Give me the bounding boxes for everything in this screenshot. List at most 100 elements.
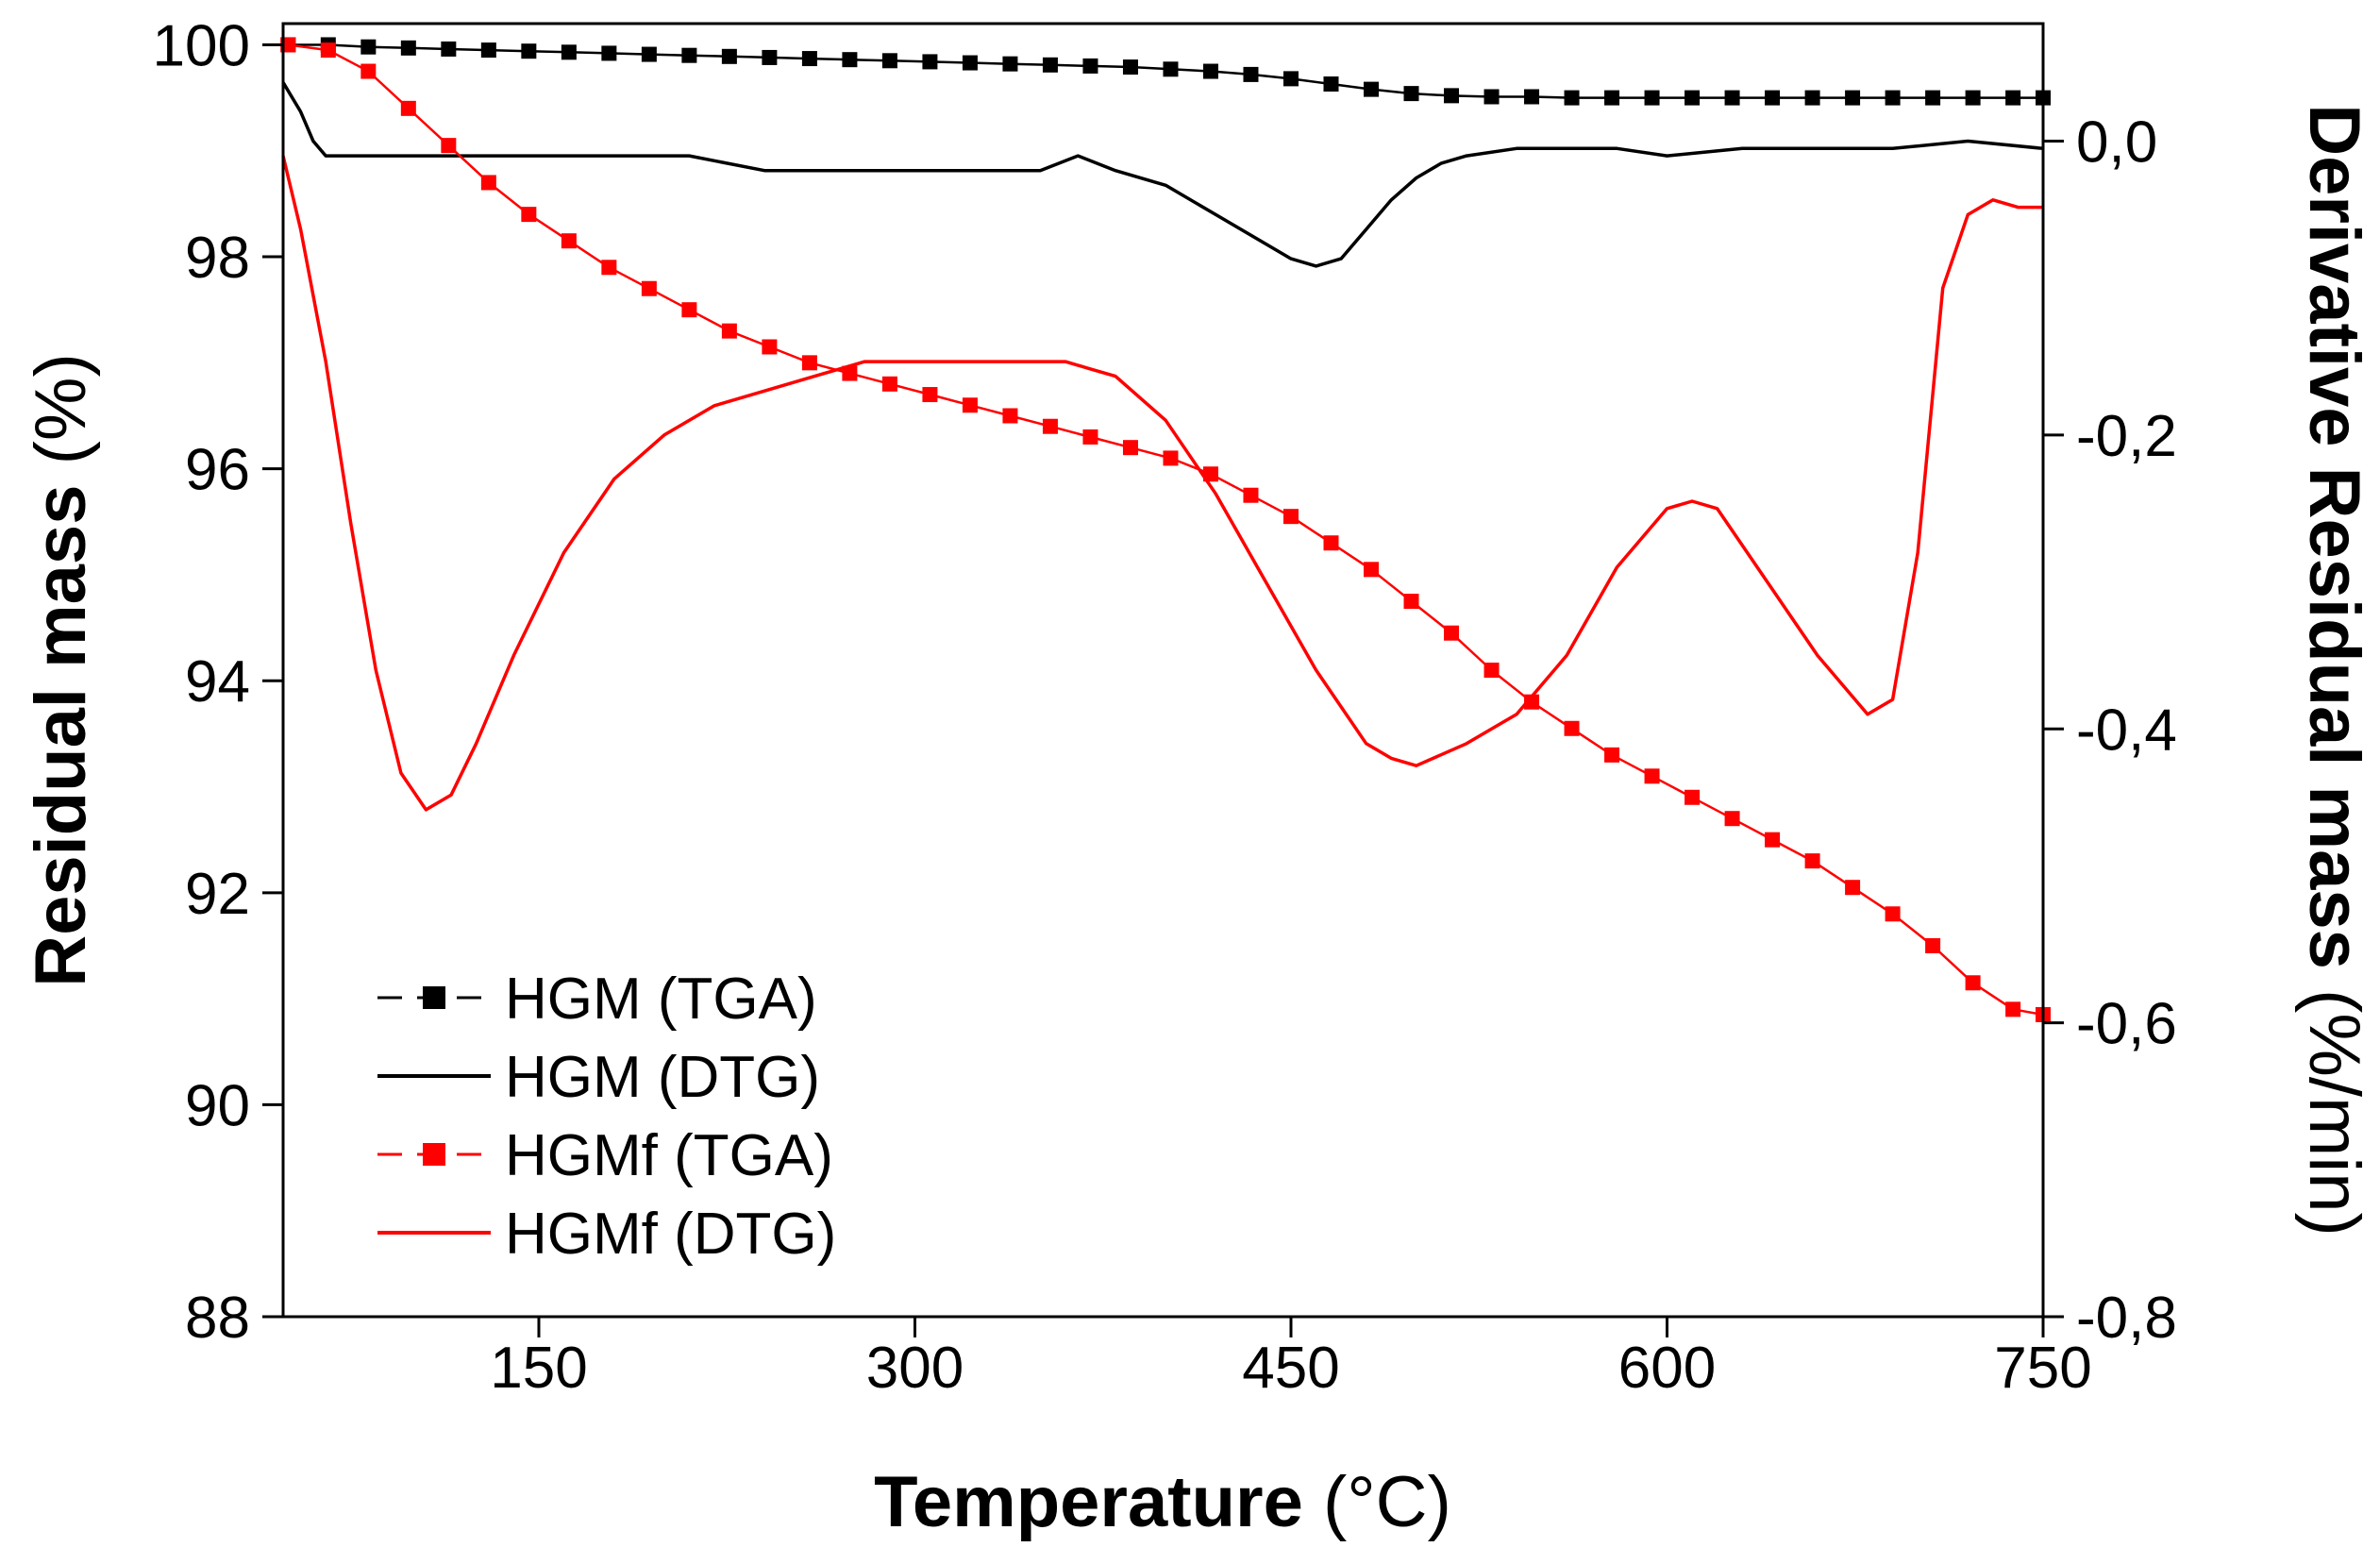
data-point-hgm-tga xyxy=(681,47,697,63)
x-axis-title: Temperature (°C) xyxy=(874,1462,1451,1542)
data-point-hgm-tga xyxy=(441,41,457,57)
y-right-tick-label: -0,6 xyxy=(2076,992,2177,1057)
data-point-hgm-tga xyxy=(762,49,778,65)
data-point-hgmf-tga xyxy=(1323,535,1339,551)
data-point-hgmf-tga xyxy=(320,42,336,59)
y-right-axis-title-main: Derivative Residual mass xyxy=(2294,104,2374,969)
data-point-hgm-tga xyxy=(1885,90,1901,106)
data-point-hgm-tga xyxy=(1804,90,1820,106)
x-tick-label: 450 xyxy=(1242,1336,1339,1401)
y-left-tick-label: 98 xyxy=(185,226,250,291)
data-point-hgmf-tga xyxy=(400,100,416,116)
tick-layer: 150 300 450 600 750 88 90 92 94 96 98 100 0,0 -0,2 -0,… xyxy=(153,13,2177,1401)
y-left-tick-label: 90 xyxy=(185,1073,250,1138)
data-point-hgm-tga xyxy=(1323,76,1339,92)
data-point-hgmf-tga xyxy=(1524,694,1540,710)
data-point-hgmf-tga xyxy=(1444,625,1460,641)
data-point-hgm-tga xyxy=(1163,61,1179,77)
y-left-tick-label: 88 xyxy=(185,1286,250,1351)
y-right-tick-label: -0,4 xyxy=(2076,698,2177,763)
data-point-hgm-tga xyxy=(1002,56,1018,72)
legend-label: HGMf (DTG) xyxy=(505,1202,836,1267)
data-point-hgmf-tga xyxy=(762,339,778,355)
legend-swatch-marker xyxy=(423,1143,445,1166)
x-tick-label: 150 xyxy=(490,1336,587,1401)
y-left-axis-title-main: Residual mass xyxy=(21,485,101,987)
data-point-hgm-tga xyxy=(1403,86,1419,102)
data-point-hgmf-tga xyxy=(521,207,537,223)
data-point-hgm-tga xyxy=(1644,90,1660,106)
data-point-hgm-tga xyxy=(1845,90,1861,106)
data-point-hgm-tga xyxy=(1444,88,1460,104)
data-point-hgm-tga xyxy=(1202,63,1218,79)
data-point-hgmf-tga xyxy=(1483,663,1500,678)
data-point-hgm-tga xyxy=(480,42,496,59)
y-right-tick-label: 0,0 xyxy=(2076,110,2157,176)
data-point-hgmf-tga xyxy=(681,302,697,318)
data-point-hgmf-tga xyxy=(1243,487,1259,503)
legend-item: HGM (TGA) xyxy=(377,967,817,1032)
y-left-axis-title-unit: (%) xyxy=(21,353,101,464)
data-point-hgmf-tga xyxy=(1163,450,1179,466)
data-point-hgmf-tga xyxy=(1282,509,1299,525)
legend-swatch-marker xyxy=(423,986,445,1009)
legend-label: HGM (TGA) xyxy=(505,967,817,1032)
x-tick-label: 750 xyxy=(1994,1336,2091,1401)
legend-label: HGMf (TGA) xyxy=(505,1123,833,1188)
data-point-hgmf-tga xyxy=(1765,832,1781,848)
data-point-hgm-tga xyxy=(881,53,897,69)
data-point-hgmf-tga xyxy=(1002,408,1018,424)
y-left-tick-label: 92 xyxy=(185,862,250,927)
data-point-hgm-tga xyxy=(601,45,617,61)
data-point-hgmf-tga xyxy=(1202,466,1218,482)
data-point-hgm-tga xyxy=(1684,90,1701,106)
data-point-hgmf-tga xyxy=(441,138,457,154)
x-tick-label: 300 xyxy=(866,1336,964,1401)
x-tick-label: 600 xyxy=(1618,1336,1716,1401)
data-point-hgmf-tga xyxy=(1082,429,1098,445)
data-point-hgmf-tga xyxy=(2005,1001,2021,1017)
y-right-axis-title-unit: (%/min) xyxy=(2294,989,2374,1236)
data-point-hgmf-tga xyxy=(1965,975,1981,991)
legend-item: HGMf (DTG) xyxy=(377,1202,836,1267)
y-right-tick-label: -0,8 xyxy=(2076,1286,2177,1351)
data-point-hgm-tga xyxy=(1122,59,1138,76)
data-point-hgm-tga xyxy=(801,51,817,67)
data-point-hgmf-tga xyxy=(1925,937,1941,953)
data-point-hgm-tga xyxy=(1364,81,1380,97)
data-point-hgmf-tga xyxy=(1804,853,1820,869)
data-point-hgm-tga xyxy=(1082,58,1098,74)
data-point-hgmf-tga xyxy=(881,376,897,392)
y-left-tick-label: 100 xyxy=(153,13,250,78)
data-point-hgm-tga xyxy=(521,43,537,59)
data-point-hgm-tga xyxy=(1765,90,1781,106)
data-point-hgmf-tga xyxy=(922,387,938,403)
data-point-hgmf-tga xyxy=(1564,720,1580,736)
y-left-tick-label: 96 xyxy=(185,438,250,503)
data-point-hgmf-tga xyxy=(1604,747,1620,763)
data-point-hgm-tga xyxy=(400,40,416,56)
data-point-hgmf-tga xyxy=(1364,562,1380,578)
data-point-hgm-tga xyxy=(1724,90,1740,106)
series-line-hgm-dtg xyxy=(281,81,2044,268)
data-point-hgm-tga xyxy=(1604,90,1620,106)
plot-frame xyxy=(281,22,2045,1319)
data-point-hgmf-tga xyxy=(1684,789,1701,805)
data-point-hgm-tga xyxy=(962,55,978,71)
data-point-hgmf-tga xyxy=(601,260,617,276)
data-point-hgm-tga xyxy=(1925,90,1941,106)
legend-item: HGMf (TGA) xyxy=(377,1123,833,1188)
x-axis-title-main: Temperature xyxy=(874,1462,1303,1542)
data-point-hgmf-tga xyxy=(1845,880,1861,896)
data-point-hgmf-tga xyxy=(962,397,978,413)
data-point-hgmf-tga xyxy=(721,323,737,339)
data-point-hgm-tga xyxy=(1564,90,1580,106)
legend: HGM (TGA) HGM (DTG) HGMf (TGA) HGMf (DTG… xyxy=(377,967,836,1267)
y-right-tick-label: -0,2 xyxy=(2076,404,2177,469)
data-point-hgmf-tga xyxy=(1885,906,1901,922)
data-point-hgm-tga xyxy=(922,54,938,70)
y-left-axis-title: Residual mass (%) xyxy=(21,353,101,987)
data-point-hgmf-tga xyxy=(1122,440,1138,456)
